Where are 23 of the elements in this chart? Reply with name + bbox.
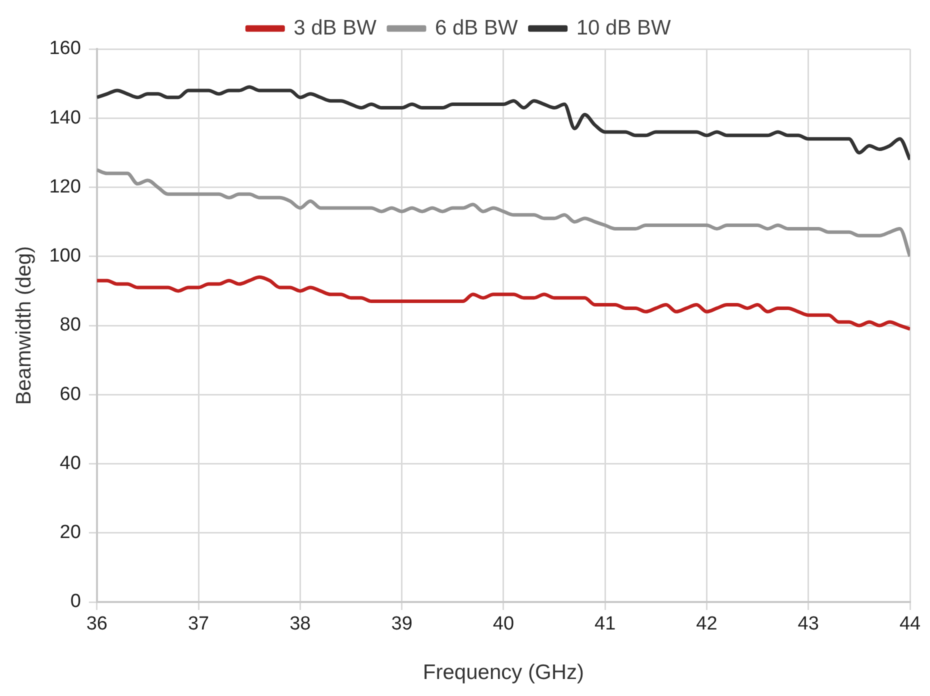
x-tick-label: 39 [391,614,412,635]
x-tick-label: 42 [696,614,718,635]
legend-label: 6 dB BW [434,16,518,40]
y-axis-title: Beamwidth (deg) [12,246,36,405]
x-tick-label: 43 [798,614,819,635]
legend-label: 3 dB BW [294,16,377,40]
x-tick-label: 41 [594,614,616,635]
y-tick-label: 120 [49,176,81,198]
y-tick-label: 0 [70,591,81,612]
y-tick-label: 20 [60,522,81,544]
x-tick-label: 37 [188,614,210,635]
x-axis-title: Frequency (GHz) [422,661,584,684]
x-tick-label: 40 [492,614,514,635]
legend-label: 10 dB BW [576,16,672,40]
x-tick-label: 38 [290,614,311,635]
y-tick-label: 80 [60,314,81,336]
x-tick-label: 44 [899,614,921,635]
y-tick-label: 40 [60,452,81,474]
y-tick-label: 160 [49,38,81,60]
x-tick-label: 36 [86,614,108,635]
y-tick-label: 140 [49,107,81,128]
y-tick-label: 60 [60,384,81,405]
y-tick-label: 100 [49,246,81,267]
